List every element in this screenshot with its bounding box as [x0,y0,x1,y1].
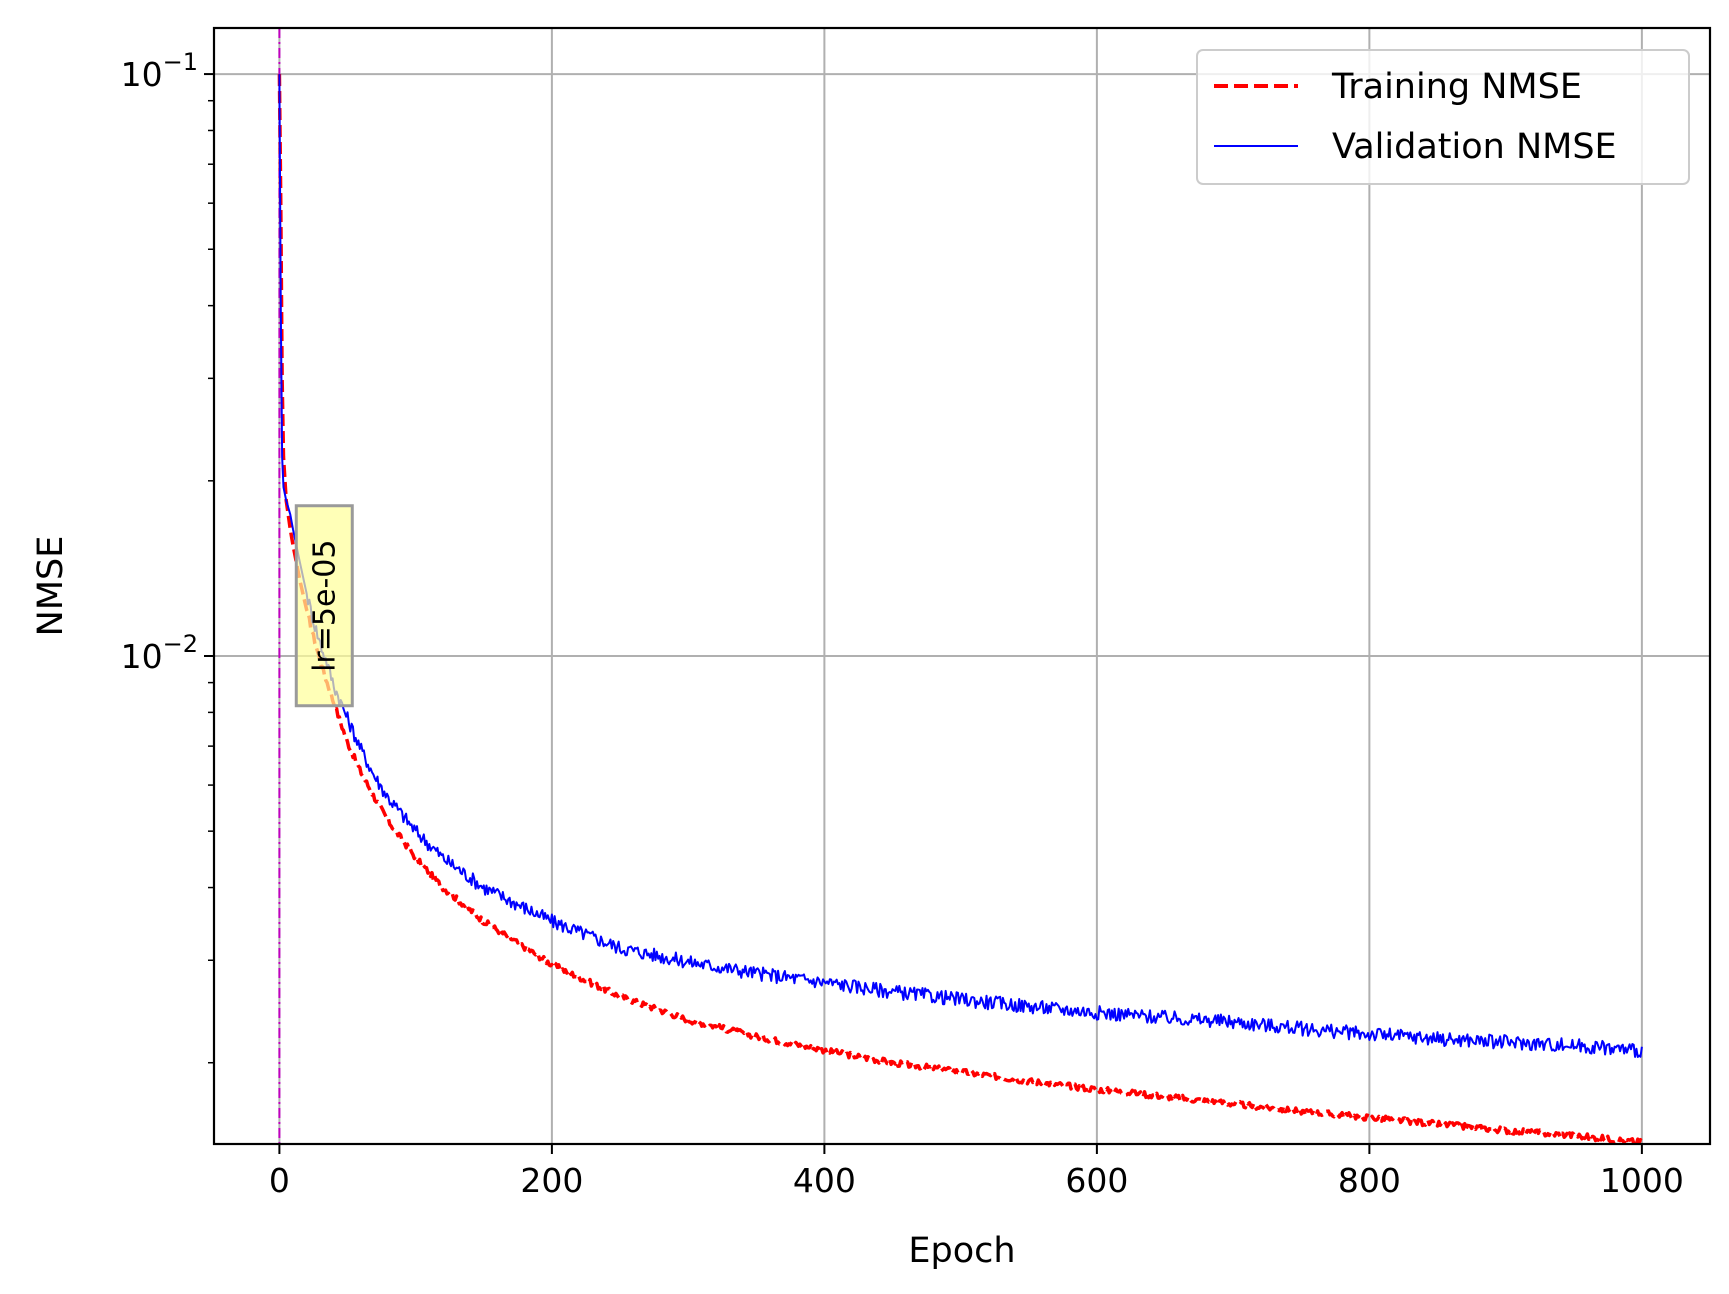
legend-box [1196,49,1690,185]
x-tick-label: 0 [269,1161,290,1200]
legend: Training NMSE Validation NMSE [1196,49,1690,185]
x-tick-label: 800 [1338,1161,1401,1200]
grid [214,28,1710,1144]
x-tick-label: 600 [1065,1161,1128,1200]
y-axis-label: NMSE [31,536,71,637]
x-tick-label: 200 [520,1161,583,1200]
training-nmse-line [277,74,1644,1144]
legend-label-training: Training NMSE [1331,67,1582,107]
x-tick-labels: 0 200 400 600 800 1000 [269,1161,1684,1200]
lr-annotation: lr=5e-05 [294,504,354,708]
legend-label-validation: Validation NMSE [1332,127,1617,167]
lr-annotation-box [294,504,354,708]
x-tick-label: 400 [793,1161,856,1200]
y-tick-label: 10−2 [121,630,198,676]
validation-nmse-line [278,74,1643,1059]
plot-area [277,28,1644,1144]
x-tick-label: 1000 [1600,1161,1684,1200]
lr-annotation-text: lr=5e-05 [307,540,342,672]
y-tick-labels: 10−2 10−1 [121,48,198,676]
major-ticks [204,73,1643,1154]
x-axis-label: Epoch [908,1231,1015,1271]
axes-frame [212,26,1712,1146]
y-tick-label: 10−1 [121,48,198,94]
